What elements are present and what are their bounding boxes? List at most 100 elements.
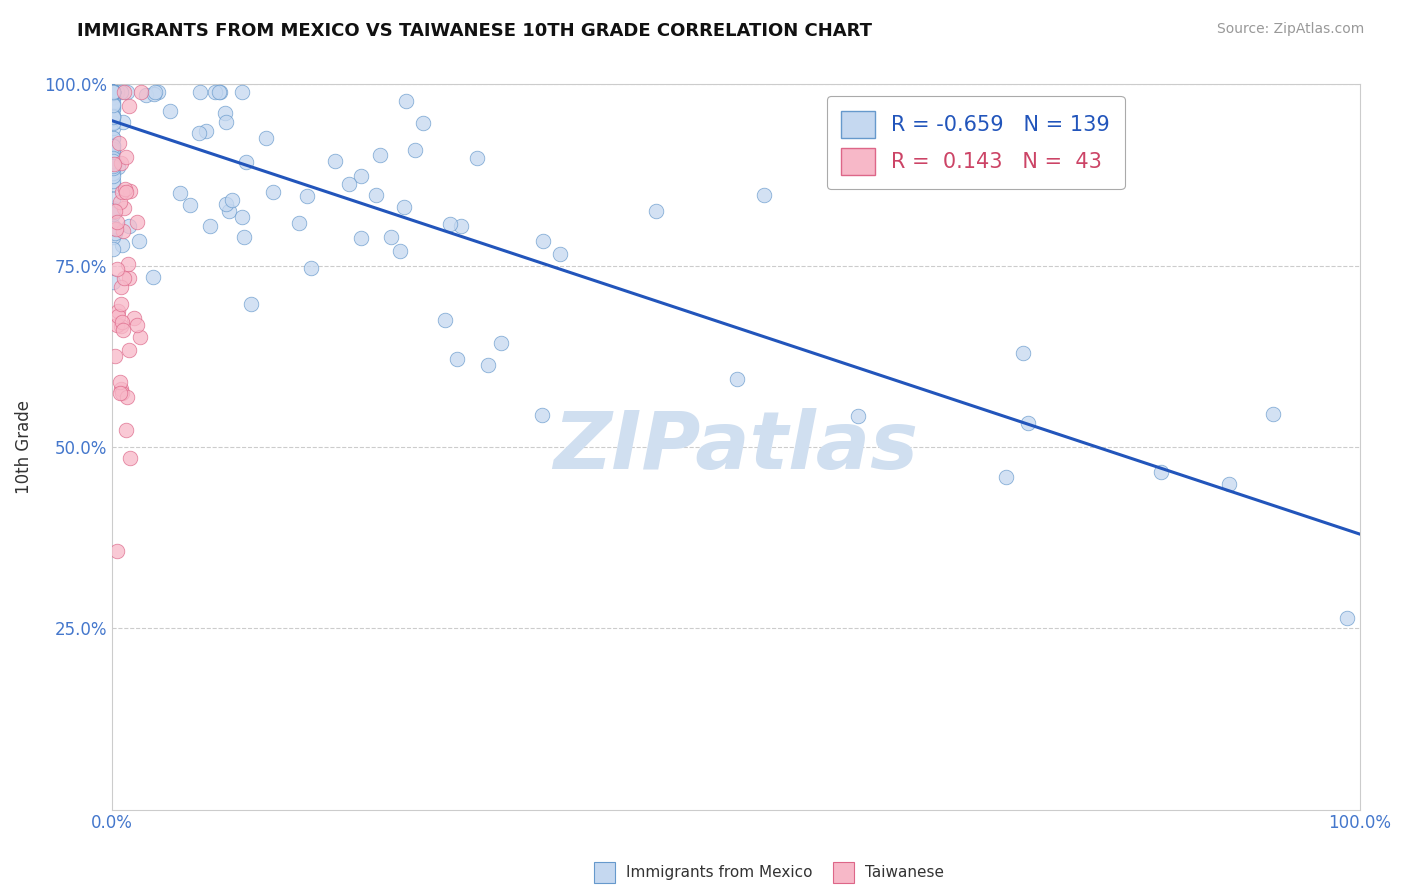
- Point: [122, 311, 145, 326]
- Point: [142, 269, 165, 284]
- Text: Source: ZipAtlas.com: Source: ZipAtlas.com: [1216, 22, 1364, 37]
- Point: [103, 85, 125, 99]
- Point: [114, 423, 136, 437]
- Point: [115, 150, 138, 164]
- Point: [107, 136, 129, 151]
- Point: [103, 97, 125, 112]
- Point: [115, 85, 138, 99]
- Point: [118, 99, 141, 113]
- Point: [752, 188, 775, 202]
- Point: [446, 352, 468, 367]
- Point: [103, 201, 125, 215]
- Point: [204, 85, 226, 99]
- Point: [198, 219, 221, 233]
- Point: [127, 318, 149, 333]
- Point: [129, 85, 152, 99]
- Point: [103, 85, 125, 99]
- Point: [128, 235, 150, 249]
- Point: [104, 349, 127, 363]
- Point: [1149, 465, 1171, 479]
- Point: [103, 103, 125, 117]
- Point: [103, 151, 125, 165]
- Point: [129, 330, 152, 344]
- Point: [548, 247, 571, 261]
- Point: [103, 85, 125, 99]
- Point: [111, 385, 134, 400]
- Point: [725, 372, 748, 386]
- Point: [364, 188, 387, 202]
- Point: [111, 323, 134, 337]
- Point: [337, 178, 360, 192]
- Point: [103, 85, 125, 99]
- Point: [117, 343, 139, 357]
- Point: [380, 230, 402, 244]
- Point: [125, 215, 148, 229]
- Point: [530, 408, 553, 422]
- Point: [103, 85, 125, 99]
- Point: [103, 85, 125, 99]
- Point: [103, 242, 125, 256]
- Point: [239, 297, 262, 311]
- Point: [208, 85, 231, 99]
- Point: [103, 98, 125, 112]
- Point: [103, 144, 125, 158]
- Point: [103, 204, 125, 219]
- Point: [103, 157, 125, 171]
- Point: [103, 161, 125, 175]
- Point: [115, 185, 138, 199]
- Point: [103, 85, 125, 99]
- Point: [103, 89, 125, 103]
- Point: [103, 85, 125, 99]
- Point: [103, 85, 125, 99]
- Point: [104, 226, 127, 240]
- Point: [103, 85, 125, 99]
- Point: [110, 194, 132, 209]
- Point: [110, 315, 132, 329]
- Point: [103, 174, 125, 188]
- Point: [103, 160, 125, 174]
- Text: Taiwanese: Taiwanese: [865, 865, 943, 880]
- Point: [103, 157, 125, 171]
- Point: [103, 159, 125, 173]
- Point: [218, 204, 240, 219]
- Point: [262, 185, 284, 199]
- Point: [103, 89, 125, 103]
- Point: [188, 127, 211, 141]
- Point: [103, 166, 125, 180]
- Point: [103, 156, 125, 170]
- Point: [404, 144, 426, 158]
- Point: [111, 185, 134, 199]
- Point: [103, 169, 125, 183]
- Point: [105, 261, 128, 276]
- Point: [103, 142, 125, 156]
- Point: [103, 85, 125, 99]
- Point: [169, 186, 191, 200]
- Point: [107, 303, 129, 318]
- Point: [215, 196, 238, 211]
- Point: [645, 203, 668, 218]
- Point: [118, 184, 141, 198]
- Point: [103, 275, 125, 289]
- Point: [118, 270, 141, 285]
- Text: Immigrants from Mexico: Immigrants from Mexico: [626, 865, 813, 880]
- Point: [103, 207, 125, 221]
- Point: [214, 106, 236, 120]
- Point: [103, 85, 125, 99]
- Point: [118, 451, 141, 466]
- Point: [103, 111, 125, 125]
- Point: [104, 221, 127, 235]
- Point: [531, 234, 554, 248]
- Point: [103, 138, 125, 153]
- Point: [103, 85, 125, 99]
- Point: [110, 297, 132, 311]
- Point: [1012, 346, 1035, 360]
- Point: [135, 87, 157, 102]
- Point: [103, 219, 125, 233]
- Point: [103, 221, 125, 235]
- Point: [117, 256, 139, 270]
- Point: [103, 152, 125, 166]
- Y-axis label: 10th Grade: 10th Grade: [15, 400, 32, 494]
- Point: [215, 115, 238, 129]
- Point: [105, 318, 128, 333]
- Point: [103, 230, 125, 244]
